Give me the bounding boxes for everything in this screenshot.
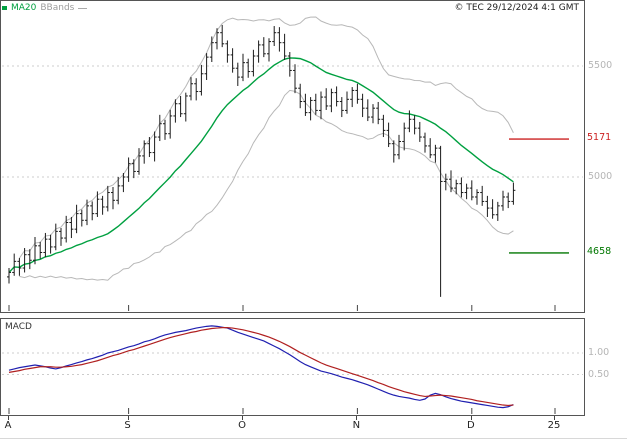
x-axis-label: A xyxy=(4,420,12,431)
x-axis-tick xyxy=(8,416,9,420)
macd-panel: MACD xyxy=(0,318,585,416)
bollinger-upper-line xyxy=(18,16,514,259)
x-axis-label: D xyxy=(466,420,475,431)
x-axis-tick xyxy=(127,416,129,420)
resistance-label: 5171 xyxy=(587,132,612,144)
macd-signal-line xyxy=(8,327,514,407)
x-axis-label: S xyxy=(124,420,131,431)
bollinger-lower-line xyxy=(19,89,514,281)
x-axis-tick xyxy=(356,416,358,420)
macd-axis-label: 1.00 xyxy=(588,347,610,358)
x-axis-label: N xyxy=(352,420,361,431)
bottom-divider xyxy=(0,438,627,439)
bbands-swatch-icon xyxy=(78,7,88,9)
price-chart xyxy=(2,16,583,311)
macd-label: MACD xyxy=(5,322,32,332)
chart-legend: MA20 BBands xyxy=(2,3,88,13)
x-axis-label: 25 xyxy=(547,420,561,431)
legend-bbands-label: BBands xyxy=(40,3,75,13)
month-ticks-main xyxy=(8,305,556,311)
support-label: 4658 xyxy=(587,245,612,257)
macd-chart xyxy=(2,325,583,414)
price-axis-label: 5000 xyxy=(588,171,613,182)
candles xyxy=(7,24,516,297)
price-axis-label: 5500 xyxy=(588,60,613,71)
macd-axis-label: 0.50 xyxy=(588,368,610,380)
price-gridlines xyxy=(2,65,583,178)
copyright-note: © TEC 29/12/2024 4:1 GMT xyxy=(454,3,579,13)
x-axis-tick xyxy=(470,416,472,420)
price-chart-panel: MA20 BBands © TEC 29/12/2024 4:1 GMT xyxy=(0,0,585,313)
x-axis-label: O xyxy=(238,420,246,431)
legend-ma20-label: MA20 xyxy=(11,3,37,13)
month-ticks-macd xyxy=(8,408,556,414)
macd-gridlines xyxy=(2,352,583,375)
x-axis-tick xyxy=(242,416,243,420)
ma20-line xyxy=(8,57,514,273)
ma20-swatch-icon xyxy=(2,6,7,10)
x-axis-tick xyxy=(554,416,555,420)
